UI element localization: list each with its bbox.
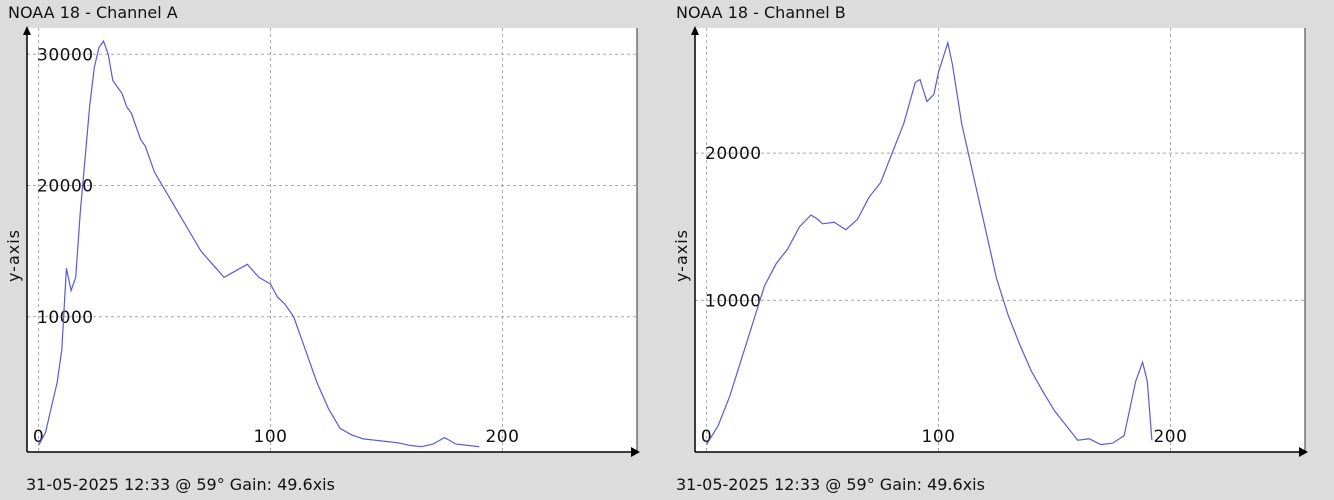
- chart-title-a: NOAA 18 - Channel A: [8, 3, 178, 22]
- footer-status-b: 31-05-2025 12:33 @ 59° Gain: 49.6xis: [676, 475, 985, 494]
- series-line: [706, 40, 1153, 446]
- y-tick-label: 10000: [705, 291, 762, 311]
- y-axis-arrow: [23, 26, 31, 35]
- y-tick-label: 10000: [37, 308, 94, 328]
- series-line: [38, 39, 480, 448]
- y-tick-label: 20000: [705, 144, 762, 164]
- x-tick-label: 200: [1153, 427, 1187, 447]
- x-axis-arrow: [631, 447, 640, 457]
- x-axis-arrow: [1299, 447, 1308, 457]
- y-axis-arrow: [691, 26, 699, 35]
- chart-title-b: NOAA 18 - Channel B: [676, 3, 846, 22]
- y-tick-label: 20000: [37, 177, 94, 197]
- plot-area: [695, 28, 1305, 452]
- footer-status-a: 31-05-2025 12:33 @ 59° Gain: 49.6xis: [26, 475, 335, 494]
- x-tick-label: 0: [701, 427, 712, 447]
- x-tick-label: 100: [922, 427, 956, 447]
- x-tick-label: 0: [33, 427, 44, 447]
- x-tick-label: 200: [485, 427, 519, 447]
- x-tick-label: 100: [254, 427, 288, 447]
- y-tick-label: 30000: [37, 45, 94, 65]
- plot-area: [27, 28, 637, 452]
